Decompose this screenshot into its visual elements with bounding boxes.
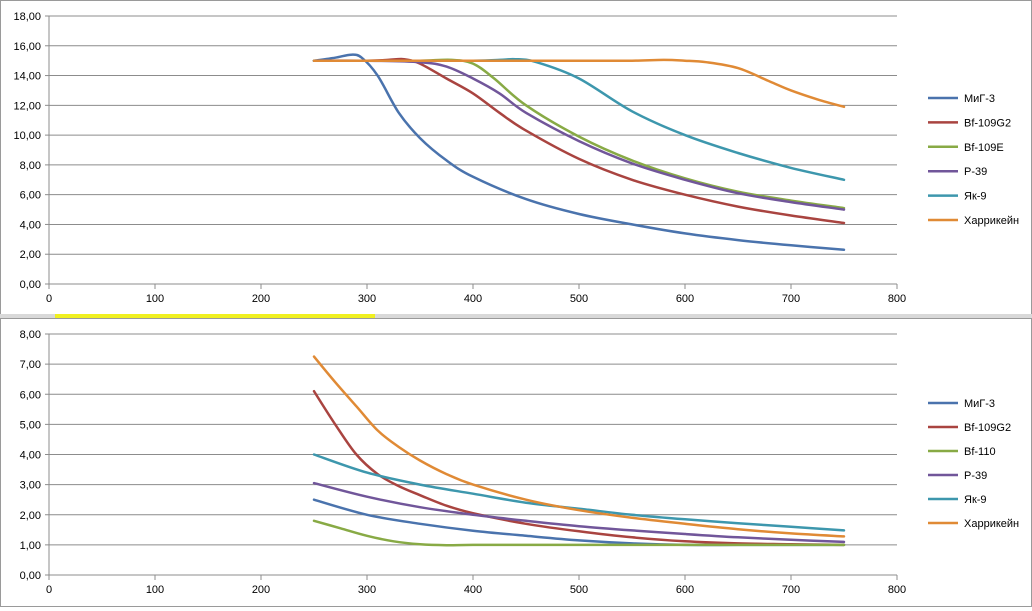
chart-bottom-y-tick-label: 1,00	[20, 540, 41, 552]
chart-top-x-tick-label: 200	[252, 293, 270, 305]
chart-top-y-tick-label: 8,00	[20, 160, 41, 172]
chart-bottom-series-line-bf110	[312, 519, 846, 547]
chart-top-y-tick-label: 4,00	[20, 219, 41, 231]
chart-bottom-x-tick-label: 400	[464, 584, 482, 596]
chart-bottom-series-line-hurricane	[312, 355, 846, 538]
chart-top-legend-label: P-39	[964, 166, 987, 178]
chart-bottom-y-tick-label: 4,00	[20, 450, 41, 462]
chart-bottom-x-tick-label: 0	[46, 584, 52, 596]
chart-top-y-tick-label: 0,00	[20, 279, 41, 291]
chart-top-x-tick-label: 400	[464, 293, 482, 305]
chart-top-legend-label: Харрикейн	[964, 215, 1019, 227]
chart-bottom-y-tick-label: 5,00	[20, 419, 41, 431]
chart-top-series-line-yak9	[312, 57, 846, 182]
chart-bottom-series-line-yak9	[312, 453, 846, 532]
chart-top-y-tick-label: 12,00	[13, 100, 41, 112]
chart-bottom-y-tick-label: 2,00	[20, 510, 41, 522]
chart-top-legend-label: Bf-109G2	[964, 117, 1011, 129]
chart-bottom-legend-label: Як-9	[964, 494, 987, 506]
chart-bottom-y-tick-label: 0,00	[20, 570, 41, 582]
chart-top-series-line-mig3	[312, 53, 846, 252]
chart-top-legend-label: МиГ-3	[964, 93, 995, 105]
chart-top-x-tick-label: 0	[46, 293, 52, 305]
chart-bottom-legend-label: Харрикейн	[964, 518, 1019, 530]
chart-bottom-y-tick-label: 8,00	[20, 329, 41, 341]
chart-top-series-line-p39	[312, 59, 846, 211]
chart-bottom-y-tick-label: 7,00	[20, 359, 41, 371]
chart-bottom-x-tick-label: 800	[888, 584, 906, 596]
chart-panel-top: 0,00 2,00 4,00 6,00 8,00 10,00 12,00 14,00 16,00…	[0, 0, 1032, 315]
chart-top-y-tick-label: 14,00	[13, 71, 41, 83]
chart-top-y-tick-label: 2,00	[20, 249, 41, 261]
chart-top: 0,00 2,00 4,00 6,00 8,00 10,00 12,00 14,00 16,00…	[13, 11, 1019, 305]
chart-bottom-x-tick-label: 700	[782, 584, 800, 596]
divider-highlight	[55, 314, 375, 318]
chart-top-legend-label: Bf-109E	[964, 142, 1004, 154]
chart-top-x-tick-label: 100	[146, 293, 164, 305]
chart-top-y-tick-label: 10,00	[13, 130, 41, 142]
chart-top-x-tick-label: 300	[358, 293, 376, 305]
chart-top-y-tick-label: 18,00	[13, 11, 41, 23]
chart-bottom-x-tick-label: 100	[146, 584, 164, 596]
chart-bottom-series-line-p39	[312, 481, 846, 544]
divider-strip	[0, 314, 1032, 318]
chart-bottom-legend-label: Bf-110	[964, 446, 996, 458]
chart-top-x-tick-label: 700	[782, 293, 800, 305]
chart-top-x-tick-label: 500	[570, 293, 588, 305]
chart-top-x-tick-label: 600	[676, 293, 694, 305]
chart-top-series-line-hurricane	[312, 58, 846, 109]
chart-bottom-x-tick-label: 600	[676, 584, 694, 596]
chart-bottom-legend-label: МиГ-3	[964, 398, 995, 410]
chart-top-y-tick-label: 6,00	[20, 190, 41, 202]
chart-bottom-legend-label: Bf-109G2	[964, 422, 1011, 434]
chart-top-legend-label: Як-9	[964, 191, 987, 203]
chart-bottom-x-tick-label: 500	[570, 584, 588, 596]
chart-bottom-y-tick-label: 6,00	[20, 389, 41, 401]
chart-top-y-tick-label: 16,00	[13, 41, 41, 53]
chart-bottom-legend-label: P-39	[964, 470, 987, 482]
chart-panel-bottom: 0,00 1,00 2,00 3,00 4,00 5,00 6,00 7,00 8,00 0 100…	[0, 318, 1032, 607]
chart-bottom-x-tick-label: 300	[358, 584, 376, 596]
chart-bottom-series-line-bf109g2	[312, 389, 846, 547]
chart-bottom-x-tick-label: 200	[252, 584, 270, 596]
chart-bottom: 0,00 1,00 2,00 3,00 4,00 5,00 6,00 7,00 8,00 0 100…	[20, 329, 1020, 596]
chart-top-series-line-bf109e	[312, 58, 846, 210]
chart-bottom-y-tick-label: 3,00	[20, 480, 41, 492]
chart-top-x-tick-label: 800	[888, 293, 906, 305]
